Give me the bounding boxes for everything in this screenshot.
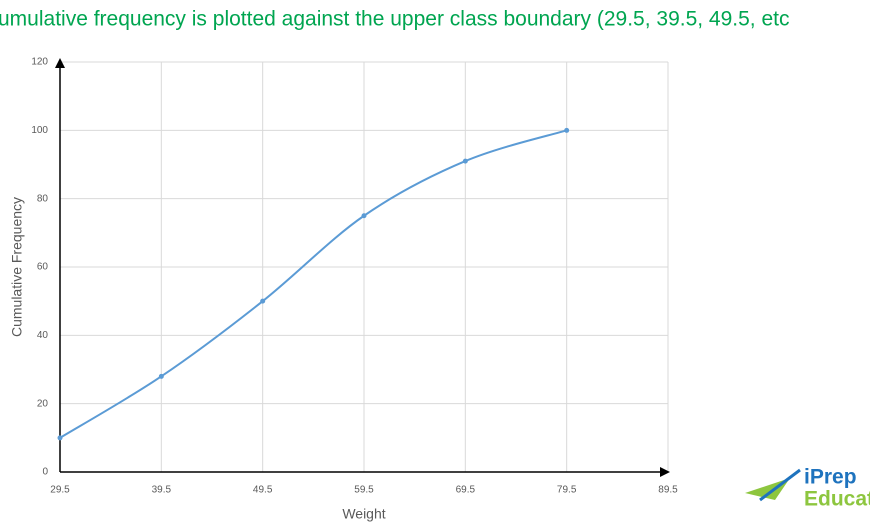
x-axis-label: Weight <box>342 506 385 522</box>
point <box>564 127 570 133</box>
y-tick-label: 60 <box>37 262 49 273</box>
x-tick-label: 49.5 <box>253 485 273 496</box>
point <box>361 213 367 219</box>
logo-text: Educat <box>804 488 870 511</box>
y-tick-label: 40 <box>37 330 49 341</box>
x-tick-label: 39.5 <box>152 485 172 496</box>
x-tick-label: 59.5 <box>354 485 374 496</box>
chart-title: umulative frequency is plotted against t… <box>0 8 790 31</box>
axis-arrow <box>55 58 65 68</box>
x-tick-label: 69.5 <box>456 485 476 496</box>
y-tick-label: 20 <box>37 398 49 409</box>
point <box>260 298 266 304</box>
logo-icon <box>745 478 790 500</box>
line <box>59 129 567 439</box>
logo: iPrep Educat <box>745 466 870 511</box>
point <box>462 158 468 164</box>
y-tick-label: 100 <box>31 125 48 136</box>
point <box>158 373 164 379</box>
x-tick-label: 89.5 <box>658 485 678 496</box>
y-tick-label: 120 <box>31 57 48 68</box>
x-tick-label: 79.5 <box>557 485 577 496</box>
x-tick-label: 29.5 <box>50 485 70 496</box>
y-axis-label: Cumulative Frequency <box>9 197 25 337</box>
y-tick-label: 0 <box>42 467 48 478</box>
axis-arrow <box>660 467 670 477</box>
point <box>57 435 63 441</box>
logo-pen <box>759 468 801 502</box>
logo-text: iPrep <box>804 466 857 489</box>
y-tick-label: 80 <box>37 193 49 204</box>
